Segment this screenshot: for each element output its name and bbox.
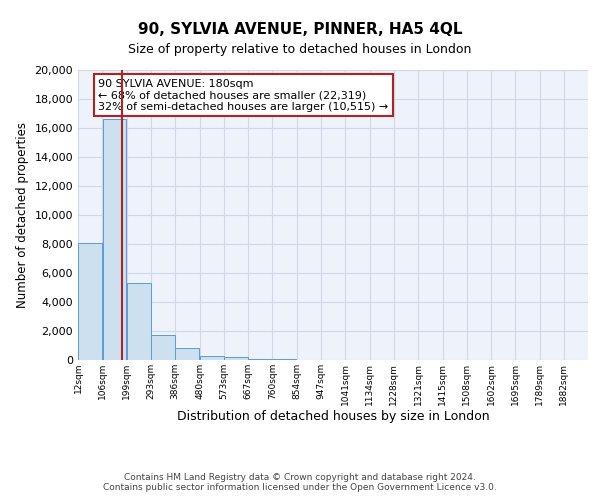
Text: 90, SYLVIA AVENUE, PINNER, HA5 4QL: 90, SYLVIA AVENUE, PINNER, HA5 4QL (138, 22, 462, 38)
Text: Contains HM Land Registry data © Crown copyright and database right 2024.: Contains HM Land Registry data © Crown c… (124, 473, 476, 482)
Bar (103, 120, 127, 360)
Bar (127, 283, 151, 360)
Bar (272, 359, 296, 360)
Bar (248, 359, 272, 360)
Bar (200, 356, 224, 360)
Bar (151, 334, 175, 360)
X-axis label: Distribution of detached houses by size in London: Distribution of detached houses by size … (176, 410, 490, 424)
Text: Contains public sector information licensed under the Open Government Licence v3: Contains public sector information licen… (103, 483, 497, 492)
Text: 90 SYLVIA AVENUE: 180sqm
← 68% of detached houses are smaller (22,319)
32% of se: 90 SYLVIA AVENUE: 180sqm ← 68% of detach… (98, 78, 389, 112)
Bar (78, 242, 102, 360)
Bar (224, 357, 248, 360)
Y-axis label: Number of detached properties: Number of detached properties (16, 122, 29, 308)
Bar (175, 348, 199, 360)
Text: Size of property relative to detached houses in London: Size of property relative to detached ho… (128, 42, 472, 56)
